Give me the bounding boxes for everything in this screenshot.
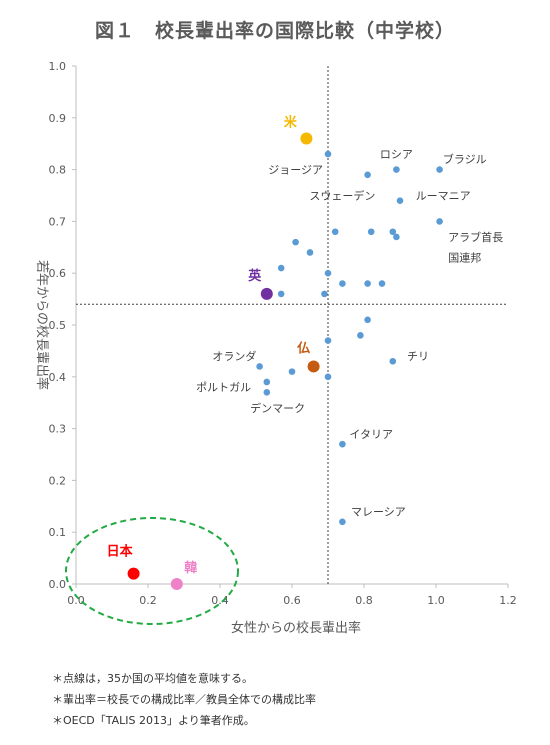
highlight-point-us <box>300 132 313 145</box>
data-point <box>339 280 346 287</box>
data-point <box>324 269 332 277</box>
country-label: スウェーデン <box>309 189 375 203</box>
country-label: 国連邦 <box>448 251 481 265</box>
country-label: ジョージア <box>268 164 323 177</box>
y-tick-label: 0.7 <box>49 215 67 228</box>
y-tick-label: 0.4 <box>49 371 67 384</box>
x-tick-label: 0.0 <box>67 594 85 607</box>
highlight-point-kr <box>170 578 183 590</box>
data-point <box>321 290 328 298</box>
footnote-source: ＊OECD「TALIS 2013」より筆者作成。 <box>52 714 255 727</box>
data-point <box>357 332 364 339</box>
highlight-label-fr: 仏 <box>297 341 310 356</box>
data-point <box>324 373 332 381</box>
data-point <box>324 150 332 158</box>
x-axis-title: 女性からの校長輩出率 <box>231 620 361 636</box>
y-tick-label: 1.0 <box>49 60 67 73</box>
x-tick-label: 0.8 <box>355 594 373 607</box>
y-tick-label: 0.8 <box>49 164 67 177</box>
country-label: デンマーク <box>250 401 305 415</box>
highlight-label-jp: 日本 <box>107 544 133 560</box>
highlight-point-fr <box>307 360 320 373</box>
footnote-definition: ＊輩出率＝校長での構成比率／教員全体での構成比率 <box>52 693 316 706</box>
data-point <box>393 233 400 241</box>
x-tick-label: 0.4 <box>211 594 229 607</box>
country-label: アラブ首長 <box>448 230 503 244</box>
data-point <box>389 228 397 236</box>
footnote-mean-lines: ＊点線は，35か国の平均値を意味する。 <box>52 672 253 685</box>
x-tick-label: 0.2 <box>139 594 157 607</box>
data-point <box>292 238 299 246</box>
scatter-chart: 0.0 0.2 0.4 0.6 0.8 1.0 1.2 0.0 0.1 0.2 0.3 0.4 0.5 0… <box>34 60 517 636</box>
data-point <box>339 518 346 526</box>
country-label: チリ <box>407 350 429 363</box>
country-label: イタリア <box>349 428 393 441</box>
highlight-ellipse <box>65 517 239 625</box>
data-point <box>277 290 285 298</box>
y-tick-label: 0.5 <box>49 319 67 332</box>
data-point <box>263 378 271 386</box>
highlight-point-uk <box>260 287 273 300</box>
data-point <box>436 218 443 225</box>
y-tick-label: 0.9 <box>49 112 67 125</box>
highlight-label-us: 米 <box>284 115 298 131</box>
data-point <box>393 166 400 173</box>
x-tick-label: 1.0 <box>427 594 445 607</box>
data-point <box>263 389 271 396</box>
y-tick-label: 0.2 <box>49 474 67 487</box>
y-tick-label: 0.1 <box>49 526 67 539</box>
data-point <box>256 363 263 370</box>
footnotes: ＊点線は，35か国の平均値を意味する。 ＊輩出率＝校長での構成比率／教員全体での… <box>52 668 316 731</box>
highlight-label-uk: 英 <box>247 268 262 284</box>
y-axis-title: 若年からの校長輩出率 <box>34 260 50 390</box>
data-point <box>389 357 397 365</box>
x-tick-label: 0.6 <box>283 594 301 607</box>
data-point <box>396 197 404 204</box>
country-label: マレーシア <box>351 505 406 518</box>
data-point <box>306 249 314 256</box>
data-point <box>378 280 386 287</box>
country-label: オランダ <box>212 349 256 363</box>
data-point <box>277 264 285 272</box>
data-point <box>364 316 371 324</box>
country-label: ブラジル <box>443 152 487 166</box>
country-label: ルーマニア <box>416 190 471 203</box>
country-label: ポルトガル <box>196 381 251 394</box>
data-point <box>436 166 443 173</box>
country-label: ロシア <box>380 148 413 161</box>
y-tick-label: 0.3 <box>49 423 67 436</box>
highlight-point-jp <box>127 567 140 580</box>
highlight-label-kr: 韓 <box>184 560 197 576</box>
x-tick-label: 1.2 <box>499 594 517 607</box>
figure-title: 図１ 校長輩出率の国際比較（中学校） <box>94 20 455 42</box>
y-tick-label: 0.0 <box>49 578 67 591</box>
data-point <box>288 368 296 375</box>
data-point <box>367 228 375 236</box>
data-point <box>331 228 339 236</box>
data-point <box>324 337 332 344</box>
data-point <box>339 440 346 448</box>
data-point <box>364 171 371 179</box>
y-tick-label: 0.6 <box>49 267 67 280</box>
data-point <box>364 280 371 287</box>
